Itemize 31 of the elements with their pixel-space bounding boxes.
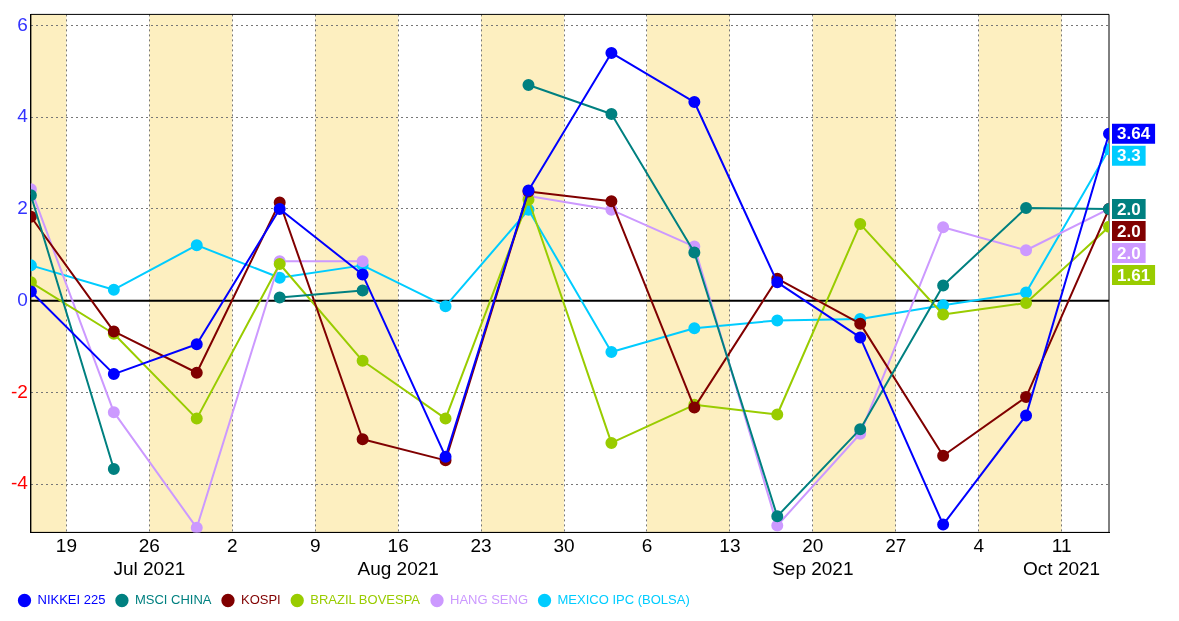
y-tick-label: -2 xyxy=(10,380,28,402)
x-tick-label: 19 xyxy=(55,535,78,557)
legend-label: HANG SENG xyxy=(450,592,529,608)
y-tick-label: 0 xyxy=(17,288,28,310)
legend-label: KOSPI xyxy=(240,592,281,608)
data-label: 2.0 xyxy=(1117,221,1141,241)
data-label: 3.64 xyxy=(1117,124,1151,144)
x-tick-label: 9 xyxy=(309,535,321,557)
x-tick-label: 16 Aug 2021 xyxy=(357,535,439,579)
x-tick-label: 2 xyxy=(227,535,238,557)
legend-label: BRAZIL BOVESPA xyxy=(310,592,421,608)
data-label: 2.0 xyxy=(1117,199,1141,219)
x-tick-label: 27 xyxy=(885,535,907,557)
legend-label: MEXICO IPC (BOLSA) xyxy=(557,592,690,608)
x-tick-label: 13 xyxy=(719,535,741,557)
x-tick-label: 6 xyxy=(641,535,653,557)
legend-label: MSCI CHINA xyxy=(134,592,212,608)
y-tick-label: -4 xyxy=(10,472,29,494)
y-tick-label: 6 xyxy=(17,13,28,35)
y-tick-label: 2 xyxy=(17,197,28,219)
x-tick-label: 20 Sep 2021 xyxy=(772,535,854,579)
legend-label: NIKKEI 225 xyxy=(37,592,106,608)
data-label: 3.3 xyxy=(1117,146,1141,166)
x-tick-label: 23 xyxy=(470,535,492,557)
x-tick-label: 26 Jul 2021 xyxy=(113,535,186,579)
data-label: 1.61 xyxy=(1117,265,1151,285)
x-tick-label: 30 xyxy=(553,535,575,557)
x-tick-label: 11 Oct 2021 xyxy=(1023,535,1101,579)
y-tick-label: 4 xyxy=(17,105,29,127)
x-tick-label: 4 xyxy=(973,535,985,557)
data-label: 2.0 xyxy=(1117,243,1141,263)
